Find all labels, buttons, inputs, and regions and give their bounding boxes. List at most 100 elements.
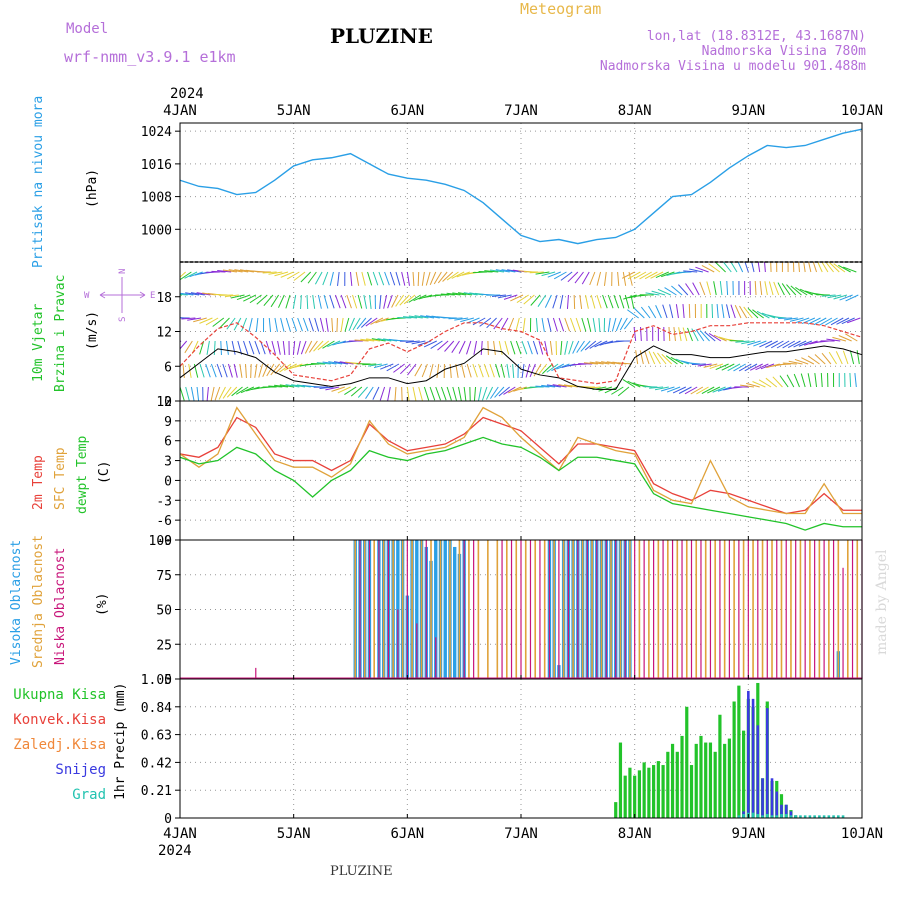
wind-barb: [535, 317, 539, 332]
wind-barb: [435, 386, 442, 401]
wind-barb: [452, 292, 467, 296]
cloud-bar: [596, 540, 598, 679]
precip-bar: [761, 815, 764, 818]
y-tick-label: 50: [156, 604, 172, 619]
wind-barb: [503, 386, 516, 395]
wind-barb: [226, 386, 238, 398]
y-tick-label: 12: [156, 395, 172, 410]
wind-barb: [405, 340, 420, 343]
wind-barb: [218, 386, 226, 400]
precip-bar: [642, 762, 646, 818]
cloud-bar: [733, 540, 735, 679]
wind-barb: [678, 327, 682, 342]
wind-barb: [662, 304, 668, 319]
wind-barb: [394, 386, 397, 401]
wind-ylabel-2: Brzina i Pravac: [53, 275, 68, 392]
wind-barb: [236, 294, 251, 301]
cloud-bar: [577, 540, 579, 679]
wind-barb: [503, 294, 518, 300]
wind-barb: [716, 304, 719, 319]
wind-barb: [644, 350, 650, 365]
wind-barb: [500, 363, 506, 378]
cloud-bar: [676, 540, 679, 679]
precip-ylabel: 1hr Precip (mm): [113, 683, 128, 800]
y-tick-label: 18: [156, 291, 172, 306]
wind-barb: [328, 361, 343, 365]
wind-barb: [333, 361, 348, 365]
wind-barb: [228, 269, 243, 273]
wind-barb: [233, 317, 242, 331]
wind-barb: [188, 363, 192, 378]
wind-barb: [446, 386, 452, 401]
wind-barb: [302, 317, 309, 332]
precip-bar: [723, 743, 727, 818]
wind-barb: [839, 294, 853, 301]
wind-barb: [558, 317, 565, 332]
cloud-bar: [790, 540, 792, 679]
wind-barb: [529, 363, 536, 378]
wind-barb: [814, 354, 826, 365]
y-tick-label: 1016: [141, 158, 172, 173]
wind-barb: [560, 271, 573, 281]
wind-barb: [284, 363, 297, 371]
wind-barb: [619, 294, 625, 309]
wind-barb: [715, 363, 729, 370]
wind-barb: [546, 384, 561, 388]
wind-barb: [707, 386, 721, 394]
wind-barb: [291, 317, 298, 332]
wind-barb: [546, 363, 559, 373]
cloud-bar: [591, 540, 593, 679]
precip-bar: [614, 802, 618, 818]
precip-bar: [732, 701, 736, 818]
wind-barb: [589, 340, 602, 349]
bottom-x-tick-label: 4JAN: [163, 826, 197, 842]
panels: 1000100810161024061218-9-6-3036912025507…: [141, 122, 863, 827]
wind-barb: [808, 262, 812, 273]
precip-bar: [675, 751, 679, 818]
top-x-tick-label: 8JAN: [618, 103, 652, 119]
wind-barb: [648, 305, 657, 319]
top-x-tick-label: 10JAN: [841, 103, 883, 119]
cloud-bar: [837, 540, 840, 679]
wind-barb: [821, 262, 829, 273]
wind-barb: [222, 269, 237, 273]
wind-barb: [217, 270, 232, 273]
wind-barb: [365, 317, 378, 327]
wind-barb: [463, 292, 478, 296]
wind-barb: [322, 340, 335, 349]
wind-barb: [841, 317, 855, 325]
wind-barb: [395, 271, 401, 286]
wind-barb: [801, 357, 815, 365]
wind-barb: [429, 363, 434, 378]
cloud-bar: [392, 540, 394, 679]
legend-conv-precip: Konvek.Kisa: [13, 712, 106, 728]
wind-barb: [764, 281, 768, 296]
wind-barb: [849, 350, 855, 365]
cloud-bar: [452, 546, 457, 679]
wind-barb: [661, 271, 675, 278]
wind-barb: [579, 294, 583, 309]
precip-bar: [680, 735, 684, 818]
wind-barb: [666, 386, 681, 393]
wind-barb: [473, 340, 478, 355]
precip-bar: [813, 815, 816, 818]
wind-barb: [651, 290, 666, 296]
wind-barb: [356, 317, 367, 330]
temp-ylabel-1: 2m Temp: [31, 455, 46, 510]
wind-barb: [538, 340, 544, 355]
wind-barb: [472, 363, 478, 378]
precip-bar: [685, 706, 689, 818]
wind-barb: [838, 335, 852, 342]
wind-barb: [393, 363, 405, 373]
wind-barb: [730, 304, 736, 319]
wind-barb: [689, 268, 703, 273]
cloud-bar: [473, 540, 475, 679]
legend-graupel: Grad: [72, 787, 106, 803]
wind-barb: [344, 386, 357, 395]
temp-line-2m-temp: [179, 416, 862, 515]
wind-barb: [292, 294, 297, 309]
wind-barb: [306, 294, 309, 310]
wind-barb: [401, 271, 406, 286]
precip-bar: [803, 815, 807, 818]
wind-barb: [319, 317, 325, 332]
